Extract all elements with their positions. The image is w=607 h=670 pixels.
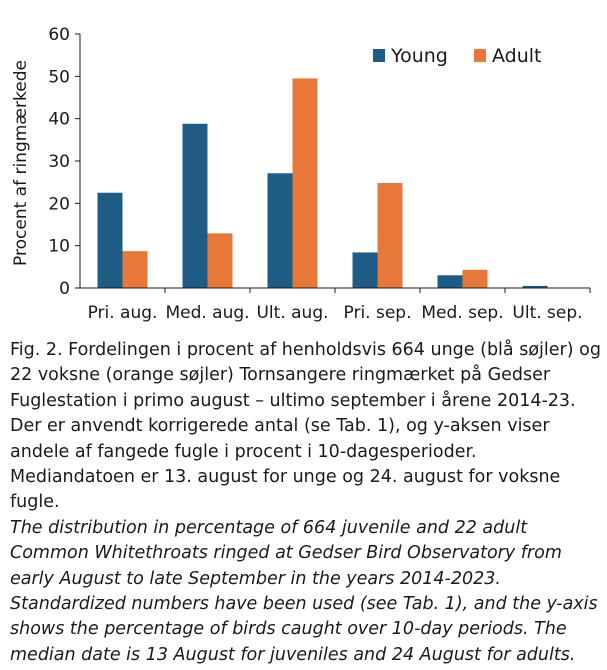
- bar-adult-0: [122, 251, 148, 288]
- legend-label-adult: Adult: [492, 45, 542, 67]
- caption-danish: Fig. 2. Fordelingen i procent af henhold…: [10, 340, 601, 513]
- bar-young-5: [522, 285, 548, 288]
- bar-young-2: [267, 173, 293, 288]
- y-tick-label: 10: [48, 237, 70, 257]
- x-axis: Pri. aug. Med. aug. Ult. aug. Pri. sep. Med.…: [80, 287, 591, 323]
- bar-young-1: [182, 123, 208, 288]
- legend-swatch-young: [373, 49, 385, 62]
- y-tick-label: 30: [48, 152, 70, 172]
- y-tick-label: 40: [48, 110, 70, 130]
- bar-adult-4: [462, 269, 488, 288]
- x-tick-label: Pri. aug.: [88, 303, 158, 323]
- bar-young-4: [437, 275, 463, 288]
- x-tick-label: Pri. sep.: [344, 303, 412, 323]
- y-tick-label: 0: [59, 279, 70, 299]
- y-axis-label: Procent af ringmærkede: [11, 60, 31, 266]
- x-tick-label: Ult. aug.: [256, 303, 328, 323]
- legend: Young Adult: [373, 45, 542, 67]
- bars: [97, 78, 548, 288]
- figure-caption: Fig. 2. Fordelingen i procent af henhold…: [10, 338, 602, 668]
- y-tick-label: 60: [48, 25, 70, 45]
- legend-label-young: Young: [390, 45, 448, 67]
- bar-young-0: [97, 192, 123, 288]
- legend-swatch-adult: [474, 49, 486, 62]
- y-tick-label: 50: [48, 67, 70, 87]
- x-tick-label: Med. aug.: [165, 303, 249, 323]
- bar-adult-2: [292, 78, 318, 288]
- bar-adult-3: [377, 183, 403, 288]
- bar-young-3: [352, 252, 378, 288]
- caption-english: The distribution in percentage of 664 ju…: [10, 517, 598, 665]
- y-tick-label: 20: [48, 194, 70, 214]
- x-tick-label: Med. sep.: [421, 303, 503, 323]
- bar-chart: Procent af ringmærkede 0 10 20 30 40 50 60 Pri…: [11, 25, 591, 323]
- bar-adult-1: [207, 233, 233, 288]
- x-tick-label: Ult. sep.: [512, 303, 582, 323]
- y-axis: 0 10 20 30 40 50 60: [48, 25, 81, 299]
